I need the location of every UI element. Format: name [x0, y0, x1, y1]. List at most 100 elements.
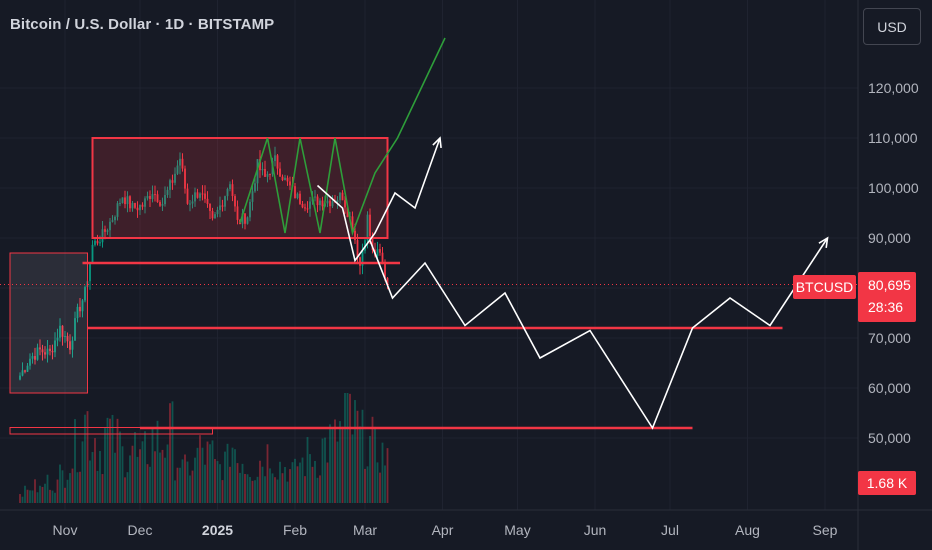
candle-body [51, 350, 54, 353]
candle-body [24, 370, 26, 372]
volume-bar [149, 466, 151, 503]
candle-body [171, 180, 174, 183]
volume-bar [169, 403, 171, 503]
time-tick-label: Mar [353, 522, 377, 538]
volume-bar [96, 470, 99, 503]
candle-body [251, 191, 254, 202]
volume-bar [284, 467, 286, 503]
volume-bar [274, 477, 276, 503]
volume-bar [111, 414, 114, 503]
time-tick-label: Dec [128, 522, 153, 538]
candle-body [144, 198, 146, 207]
volume-bar [229, 466, 231, 503]
volume-bar [234, 449, 236, 503]
candle-body [316, 196, 319, 206]
candle-body [21, 370, 24, 376]
volume-bar [316, 477, 319, 503]
time-tick-label: Sep [813, 522, 838, 538]
drawings[interactable] [0, 37, 858, 435]
candle-body [354, 230, 356, 241]
volume-bar [331, 428, 334, 503]
volume-bar [46, 474, 49, 503]
volume-bar [59, 464, 61, 503]
volume-bar [31, 490, 34, 503]
volume-bar [94, 438, 96, 503]
volume-bar [266, 444, 269, 503]
volume-bar [154, 451, 156, 503]
volume-bar [171, 401, 174, 503]
volume-bar [344, 393, 346, 503]
volume-bar [174, 480, 176, 503]
candle-body [319, 200, 321, 206]
candle-body [246, 217, 249, 224]
candle-body [76, 306, 79, 319]
volume-bar [121, 446, 124, 503]
volume-bar [261, 466, 264, 503]
currency-button[interactable]: USD [863, 8, 921, 45]
candle-body [186, 188, 189, 204]
candle-body [74, 318, 76, 341]
volume-badge: 1.68 K [858, 471, 916, 495]
price-tick-label: 50,000 [868, 430, 911, 446]
green-projection-path [239, 37, 446, 236]
candle-body [306, 208, 309, 210]
candle-body [41, 349, 44, 353]
volume-bar [384, 465, 386, 503]
candle-body [81, 300, 84, 312]
volume-bar [319, 475, 321, 503]
time-tick-label: Jun [584, 522, 607, 538]
candle-body [111, 220, 114, 222]
candle-body [131, 203, 134, 209]
volume-bar [199, 435, 201, 503]
candle-body [339, 192, 341, 201]
candle-body [54, 340, 56, 353]
candle-body [106, 230, 109, 232]
volume-bar [304, 476, 306, 503]
price-tick-label: 100,000 [868, 180, 919, 196]
volume-bar [139, 449, 141, 503]
volume-bar [129, 455, 131, 503]
candle-body [71, 340, 74, 350]
volume-bar [61, 470, 64, 503]
volume-bar [194, 457, 196, 503]
candle-body [19, 375, 21, 380]
volume-bar [156, 420, 159, 503]
price-tick-label: 120,000 [868, 80, 919, 96]
candle-body [166, 189, 169, 196]
candle-body [109, 221, 111, 231]
volume-bar [376, 462, 379, 503]
volume-bar [221, 480, 224, 503]
volume-bar [259, 460, 261, 503]
volume-bar [224, 451, 226, 503]
volume-bar [241, 463, 244, 503]
candle-body [44, 352, 46, 355]
candle-body [99, 242, 101, 244]
candle-body [136, 207, 139, 211]
candle-body [309, 201, 311, 209]
volume-bar [66, 479, 69, 503]
volume-bar [379, 472, 381, 503]
candle-body [386, 277, 389, 285]
candle-body [234, 196, 236, 207]
candle-body [269, 174, 271, 176]
candle-body [344, 200, 346, 208]
volume-bar [69, 473, 71, 503]
volume-bar [36, 492, 39, 503]
volume-bar [24, 485, 26, 503]
candle-body [139, 204, 141, 211]
candle-body [46, 348, 49, 355]
candle-body [151, 194, 154, 199]
volume-bar [361, 409, 364, 503]
candle-body [206, 198, 209, 204]
candle-body [164, 195, 166, 205]
candle-body [286, 177, 289, 182]
candle-body [66, 335, 69, 342]
volume-bar [299, 462, 301, 503]
volume-bar [381, 442, 384, 503]
candle-body [156, 194, 159, 203]
volume-bar [289, 469, 291, 503]
candle-body [266, 174, 269, 177]
candle-body [356, 240, 359, 258]
